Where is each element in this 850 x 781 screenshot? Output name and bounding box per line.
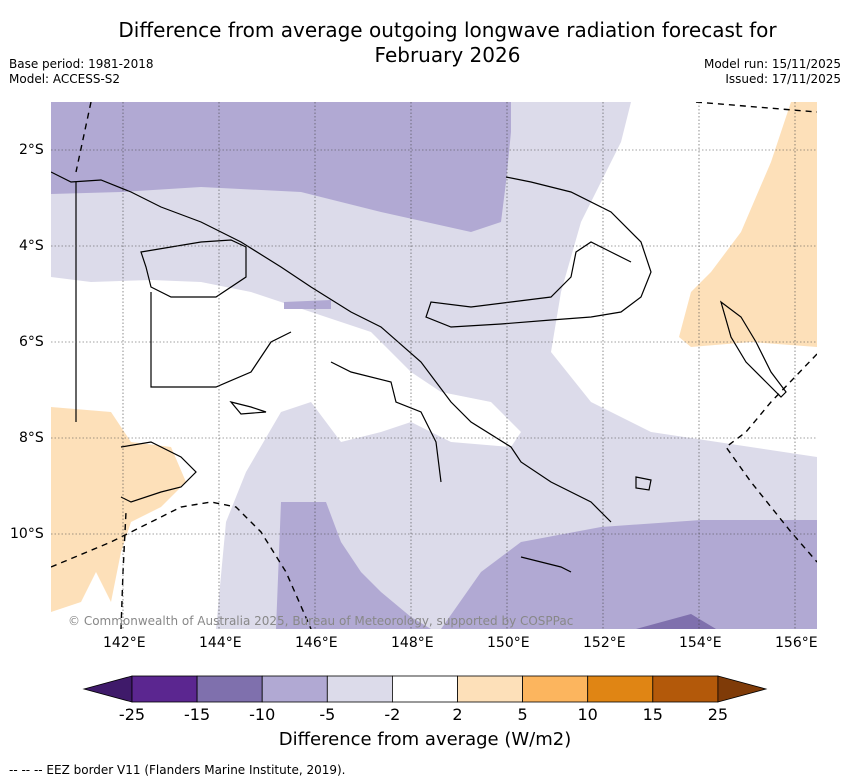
- eez-legend-note: -- -- -- EEZ border V11 (Flanders Marine…: [9, 763, 346, 777]
- model-run: Model run: 15/11/2025: [703, 57, 841, 71]
- title-line-1: Difference from average outgoing longwav…: [118, 18, 777, 42]
- lat-label: 8°S: [19, 430, 44, 446]
- colorbar-label: Difference from average (W/m2): [278, 729, 572, 750]
- lon-label: 148°E: [391, 635, 434, 651]
- anomaly-fill-light: [51, 102, 817, 629]
- colorbar-segment: [457, 675, 523, 703]
- copyright-notice: © Commonwealth of Australia 2025, Bureau…: [68, 614, 574, 628]
- anomaly-fill-medium-southeast: [441, 520, 817, 629]
- colorbar-segment: [261, 675, 328, 703]
- anomaly-fill-dark-patch: [636, 614, 716, 629]
- issued-date: Issued: 17/11/2025: [725, 72, 841, 86]
- colorbar-segment: [326, 675, 393, 703]
- lon-label: 142°E: [103, 635, 146, 651]
- colorbar-tick-label: -2: [384, 705, 401, 724]
- coastlines: [51, 171, 787, 573]
- gridlines: [51, 102, 817, 629]
- chart-title: Difference from average outgoing longwav…: [0, 18, 850, 68]
- lon-label: 144°E: [199, 635, 242, 651]
- anomaly-fill-orange-west: [51, 407, 186, 612]
- colorbar-tick-label: -5: [319, 705, 336, 724]
- colorbar-segment: [652, 675, 719, 703]
- lat-label: 6°S: [19, 334, 44, 350]
- colorbar-tick-label: 5: [517, 705, 528, 724]
- lon-label: 146°E: [295, 635, 338, 651]
- model-name: Model: ACCESS-S2: [9, 72, 121, 86]
- colorbar-tick-label: 25: [707, 705, 729, 724]
- colorbar-tick-label: -15: [184, 705, 211, 724]
- base-period: Base period: 1981-2018: [9, 57, 154, 71]
- colorbar-segment: [522, 675, 589, 703]
- colorbar-tick-label: 2: [452, 705, 463, 724]
- lon-label: 154°E: [679, 635, 722, 651]
- metadata-right: Model run: 15/11/2025 Issued: 17/11/2025: [704, 57, 841, 87]
- metadata-left: Base period: 1981-2018 Model: ACCESS-S2: [9, 57, 154, 87]
- lat-label: 10°S: [10, 526, 44, 542]
- colorbar-tick-label: -25: [118, 705, 146, 724]
- colorbar-tick-label: 15: [642, 705, 663, 724]
- colorbar-extend-low: [82, 675, 133, 703]
- lat-label: 4°S: [19, 238, 44, 254]
- anomaly-fill-medium-patch: [284, 300, 331, 309]
- colorbar-tick-label: -10: [249, 705, 276, 724]
- lat-label: 2°S: [19, 142, 44, 158]
- colorbar-segment: [391, 675, 458, 703]
- lon-label: 150°E: [487, 635, 530, 651]
- title-line-2: February 2026: [374, 43, 521, 67]
- anomaly-fill-orange-east: [679, 102, 817, 347]
- lon-label: 156°E: [775, 635, 818, 651]
- colorbar-segment: [196, 675, 263, 703]
- colorbar-segment: [587, 675, 654, 703]
- colorbar-tick-label: 10: [577, 705, 598, 724]
- anomaly-fill-medium-north: [51, 102, 511, 232]
- lon-label: 152°E: [583, 635, 626, 651]
- colorbar-extend-high: [717, 675, 768, 703]
- colorbar: [82, 675, 768, 703]
- anomaly-map: [51, 102, 817, 629]
- colorbar-segment: [131, 675, 198, 703]
